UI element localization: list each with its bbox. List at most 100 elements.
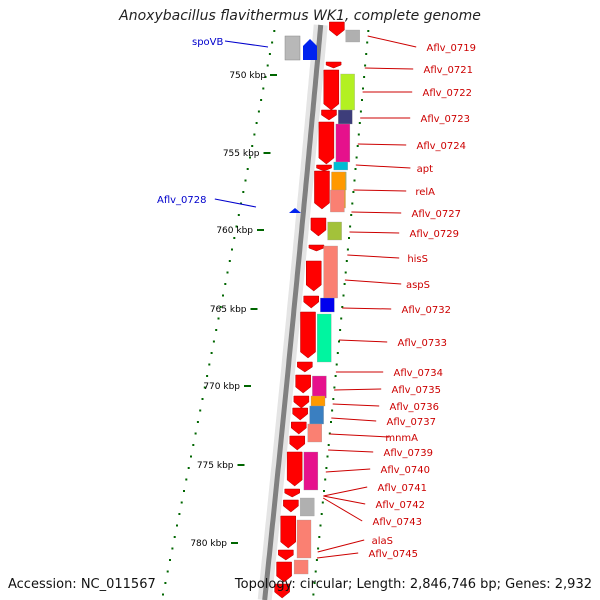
genome-backbone	[257, 24, 328, 600]
function-block	[310, 395, 326, 407]
tick-dot	[328, 432, 331, 435]
tick-dot	[253, 133, 256, 136]
tick-dot	[334, 375, 337, 377]
function-block	[300, 497, 315, 517]
kbp-label: 770 kbp	[203, 382, 240, 392]
gene-arrow	[323, 69, 340, 111]
gene-arrow	[325, 61, 342, 69]
tick-dot	[199, 409, 202, 412]
gene-label: Aflv_0735	[391, 385, 441, 396]
function-block	[320, 297, 335, 313]
tick-dot	[355, 156, 358, 159]
tick-dot	[365, 53, 368, 55]
gene-arrow	[314, 170, 330, 210]
tick-dot	[190, 455, 192, 458]
tick-dot	[349, 225, 352, 228]
tick-dot	[361, 99, 363, 101]
gene-arrow	[280, 515, 296, 549]
gene-leader-line	[224, 40, 269, 48]
gene-leader-line	[347, 254, 400, 259]
tick-dot	[335, 363, 338, 366]
gene-labels: Aflv_0719 Aflv_0721 Aflv_0722 Aflv_0723 Aflv…	[157, 35, 476, 560]
gene-leader-line	[214, 198, 257, 208]
gene-label: Aflv_0737	[386, 417, 436, 428]
gene-arrow	[321, 109, 337, 121]
kbp-label: 765 kbp	[210, 305, 247, 315]
function-block	[317, 313, 332, 363]
accession-label: Accession: NC_011567	[8, 577, 156, 592]
tick-dot	[362, 87, 364, 90]
tick-dot	[345, 260, 348, 262]
tick-dot	[314, 570, 317, 573]
tick-dot	[196, 421, 199, 423]
tick-dot	[194, 432, 197, 435]
gene-label: Aflv_0722	[422, 88, 472, 99]
outer-tick-dots	[162, 30, 370, 596]
gene-arrow	[316, 164, 332, 172]
tick-dot	[183, 490, 185, 492]
tick-dot	[249, 156, 251, 159]
gene-label: Aflv_0739	[383, 448, 433, 459]
forward-strand-genes	[274, 21, 345, 599]
kbp-tick	[250, 308, 258, 310]
reverse-gene-arrow	[289, 208, 301, 213]
tick-dot	[367, 30, 370, 32]
tick-dot	[331, 409, 334, 412]
tick-dot	[180, 501, 183, 504]
tick-dot	[363, 76, 366, 78]
kbp-tick	[263, 152, 271, 154]
tick-dot	[244, 179, 247, 182]
tick-dot	[344, 271, 347, 274]
tick-dot	[242, 191, 245, 193]
tick-dot	[364, 64, 367, 67]
gene-arrow	[303, 295, 319, 309]
gene-label: Aflv_0732	[401, 305, 451, 316]
tick-dot	[336, 352, 339, 354]
topology-label: Topology: circular; Length: 2,846,746 bp…	[234, 577, 592, 592]
tick-dot	[351, 202, 354, 205]
gene-label: Aflv_0736	[389, 402, 439, 413]
gene-arrow	[291, 421, 307, 435]
gene-arrow	[310, 217, 327, 237]
gene-label: hisS	[407, 254, 428, 265]
tick-dot	[321, 501, 324, 504]
tick-dot	[342, 294, 345, 297]
gene-label: Aflv_0729	[409, 229, 459, 240]
tick-dot	[208, 363, 211, 366]
gene-leader-line	[325, 468, 371, 473]
gene-leader-line	[331, 417, 377, 422]
kbp-label: 775 kbp	[197, 461, 234, 471]
gene-arrow	[284, 488, 300, 498]
function-block	[330, 189, 345, 213]
backbone-line	[262, 24, 324, 600]
gene-arrow	[295, 374, 311, 394]
gene-leader-line	[334, 388, 382, 391]
gene-label: Aflv_0742	[375, 500, 425, 511]
tick-dot	[352, 191, 355, 193]
kbp-tick	[270, 74, 277, 76]
gene-leader-line	[328, 449, 374, 453]
gene-leader-line	[351, 211, 402, 214]
tick-dot	[323, 490, 325, 492]
gene-label: Aflv_0724	[416, 141, 466, 152]
tick-dot	[162, 593, 164, 596]
gene-leader-line	[317, 539, 365, 553]
tick-dot	[228, 260, 231, 262]
gene-leader-line	[323, 495, 366, 505]
tick-dot	[315, 559, 318, 561]
tick-dot	[233, 237, 236, 239]
tick-dot	[173, 536, 176, 538]
gene-label: Aflv_0719	[426, 43, 476, 54]
reverse-gene-arrow	[303, 39, 317, 60]
function-block	[293, 559, 309, 575]
tick-dot	[255, 122, 258, 124]
gene-arrow	[283, 499, 299, 513]
gene-arrow	[318, 121, 335, 165]
function-block	[312, 375, 327, 399]
function-block	[333, 161, 348, 171]
tick-dot	[366, 41, 369, 44]
tick-dot	[178, 513, 181, 515]
gene-arrow	[289, 435, 306, 451]
tick-dot	[325, 467, 328, 469]
gene-label: alaS	[372, 536, 393, 547]
